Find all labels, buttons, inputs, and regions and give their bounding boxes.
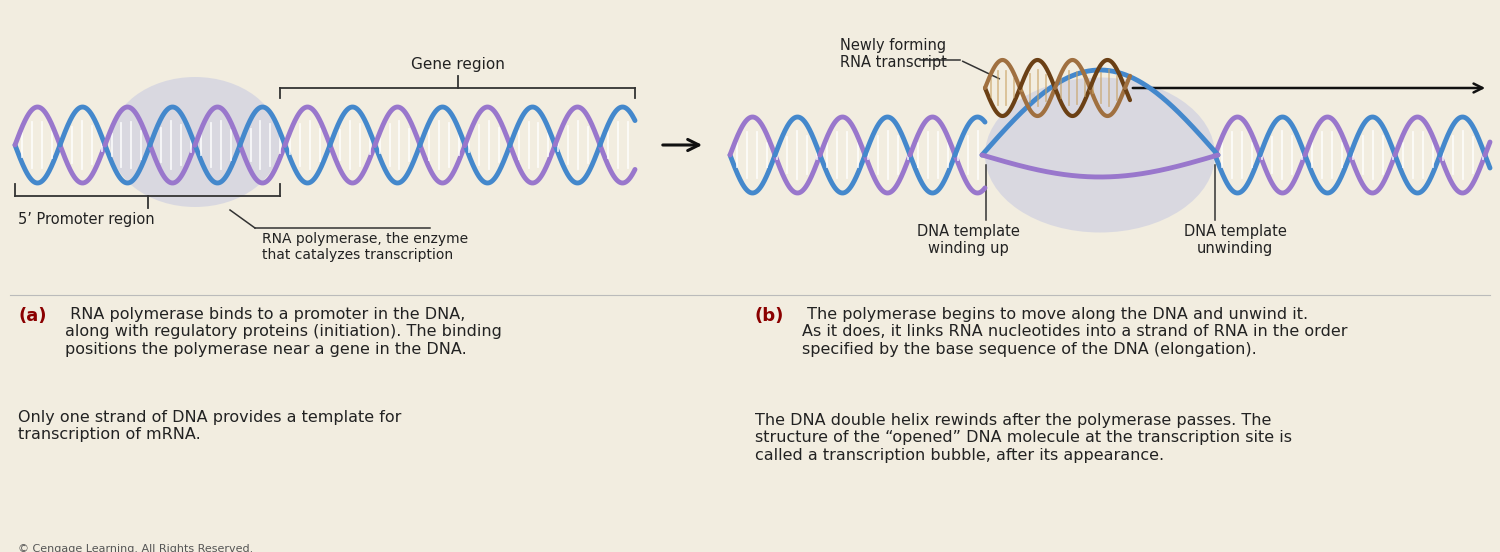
Text: DNA template
winding up: DNA template winding up — [916, 224, 1020, 256]
Text: (b): (b) — [754, 307, 784, 325]
Ellipse shape — [986, 77, 1215, 232]
Text: Only one strand of DNA provides a template for
transcription of mRNA.: Only one strand of DNA provides a templa… — [18, 410, 402, 442]
Text: Gene region: Gene region — [411, 57, 504, 72]
Text: (a): (a) — [18, 307, 46, 325]
Text: © Cengage Learning. All Rights Reserved.: © Cengage Learning. All Rights Reserved. — [18, 544, 254, 552]
Text: Newly forming
RNA transcript: Newly forming RNA transcript — [840, 38, 946, 71]
Text: The polymerase begins to move along the DNA and unwind it.
As it does, it links : The polymerase begins to move along the … — [802, 307, 1347, 357]
Text: RNA polymerase, the enzyme
that catalyzes transcription: RNA polymerase, the enzyme that catalyze… — [262, 232, 468, 262]
Text: 5’ Promoter region: 5’ Promoter region — [18, 212, 154, 227]
Text: The DNA double helix rewinds after the polymerase passes. The
structure of the “: The DNA double helix rewinds after the p… — [754, 413, 1292, 463]
Ellipse shape — [110, 77, 280, 207]
Text: DNA template
unwinding: DNA template unwinding — [1184, 224, 1287, 256]
Text: RNA polymerase binds to a promoter in the DNA,
along with regulatory proteins (i: RNA polymerase binds to a promoter in th… — [64, 307, 503, 357]
